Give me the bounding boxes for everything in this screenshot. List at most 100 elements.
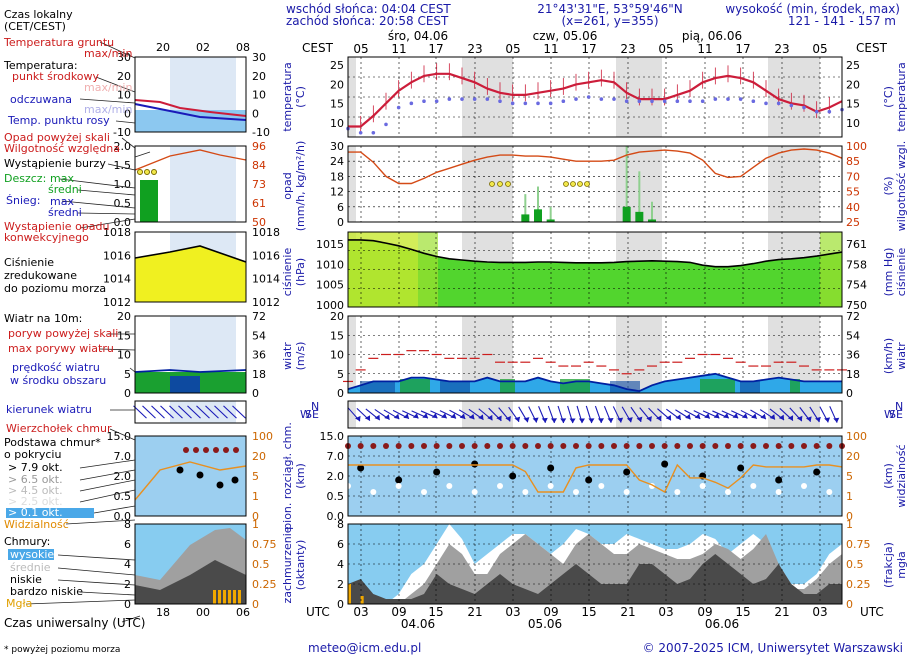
legend-kierunek: kierunek wiatru (6, 403, 92, 416)
tick-cover-left-3: 2 (337, 578, 344, 591)
dew-point-dot (802, 105, 806, 110)
dew-point-dot (789, 103, 794, 108)
tick-bottom-5: 09 (543, 605, 558, 619)
legend-tick-p2-left-2: 1.0 (114, 178, 132, 191)
legend-tick-p1-right-2: 10 (252, 89, 266, 102)
wind-arrow-head (468, 413, 475, 420)
wind-arrow-head (514, 416, 521, 422)
wind-arrow-head (560, 418, 567, 424)
wind-label-left-unit: (m/s) (294, 342, 307, 371)
cloud-top-dot (737, 443, 744, 449)
legend-konwekcyjnego: konwekcyjnego (4, 231, 89, 244)
night-band-wind-0 (348, 316, 356, 393)
wind-arrow-head (355, 415, 361, 422)
wind-arrow-head (815, 416, 821, 423)
legend-wind-arrow-shaft (187, 405, 201, 419)
legend-tick-p4-left-3: 5 (124, 368, 131, 381)
dew-point-dot (485, 97, 490, 101)
legend-leader-14 (129, 367, 136, 373)
tick-temp-right-0: 25 (846, 59, 860, 72)
legend-cloud-base-dot (231, 476, 239, 484)
cloud-base-dot-light (623, 489, 630, 495)
wind-arrow (693, 410, 711, 419)
wind-arrow-head (578, 418, 585, 424)
legend-leader-13 (99, 348, 136, 351)
tick-wind-right-2: 36 (846, 349, 860, 362)
cloud-label-left: pion. rozciągł. chm. (281, 422, 294, 530)
wind-arrow-head (704, 413, 710, 419)
wind-arrow-head (796, 415, 803, 422)
legend-fog-bar (218, 590, 221, 604)
cloud-top-dot (459, 443, 465, 449)
rain-max-bar (651, 201, 653, 222)
cloud-top-dot (598, 443, 605, 449)
tick-top-0: 05 (353, 42, 368, 56)
footer-email[interactable]: meteo@icm.edu.pl (308, 641, 421, 655)
legend-leader-5 (134, 151, 151, 158)
temp-line (348, 72, 843, 128)
tick-bottom-10: 15 (735, 605, 750, 619)
tick-cloud-right-0: 100 (846, 430, 867, 443)
legend-okt01-swatch (6, 508, 94, 518)
legend-leader-26 (79, 591, 136, 596)
wind-arrow (347, 407, 361, 422)
temp-label-right: temperatura (895, 62, 908, 131)
legend-tick-p2-right-3: 61 (252, 197, 266, 210)
legend-tick-p6-right-0: 100 (252, 430, 273, 443)
tick-top-5: 11 (543, 42, 558, 56)
legend-tick-p3-right-0: 1018 (252, 226, 280, 239)
tick-bottom-8: 03 (658, 605, 673, 619)
compass-s: S (305, 408, 312, 421)
legend-tick-p6-right-2: 5 (252, 470, 259, 483)
tick-wind-left-0: 20 (330, 310, 344, 323)
cloud-top-dot (509, 443, 516, 449)
dew-point-dot (384, 122, 388, 127)
legend-fog-bar (228, 590, 231, 604)
legend-wind-arrow (169, 405, 183, 419)
legend-wind-arrow-shaft (133, 405, 147, 419)
tick-cloud-left-4: 0.0 (327, 510, 345, 523)
cloud-base-dot-light (826, 489, 833, 495)
legend-cisnienie: Ciśnienie (4, 256, 54, 269)
tick-bottom-6: 15 (581, 605, 596, 619)
wind-arrow-head (665, 414, 671, 421)
cloud-top-dot (421, 443, 427, 449)
wind-arrow (538, 406, 548, 423)
storm-marker (570, 181, 576, 187)
legend-czas-utc: Czas uniwersalny (UTC) (4, 616, 145, 630)
legend-tick-p7-left-2: 4 (124, 558, 131, 571)
wind-arrow-head (541, 417, 548, 423)
legend-leader-21 (93, 505, 136, 514)
legend-wind-arrow (142, 405, 156, 419)
cloud-top-dot (674, 443, 681, 449)
cloud-base-dot-light (725, 489, 731, 495)
legend-max-porywy: max porywy wiatru (8, 342, 114, 355)
legend-snieg-max: max (50, 195, 74, 208)
tick-bottom-11: 21 (774, 605, 789, 619)
panel-frame-dir (347, 400, 843, 429)
legend-cet-cest: (CET/CEST) (4, 20, 66, 33)
night-band-prec-0 (348, 146, 356, 222)
elevation-values: 121 - 141 - 157 m (788, 14, 896, 28)
tick-top-3: 23 (467, 42, 482, 56)
legend-wind-arrow-shaft (214, 405, 228, 419)
cloud-top-dot (357, 443, 364, 449)
cover-label-right: (frakcja) (882, 542, 895, 588)
wind-dark-segment (360, 381, 395, 393)
dew-point-dot (637, 99, 642, 104)
legend-tick-p2-left-4: 0.0 (114, 216, 132, 229)
legend-leader-27 (25, 599, 136, 605)
dew-point-dot (776, 101, 781, 106)
wind-arrow-head (636, 416, 643, 422)
legend-tick-p3-right-1: 1016 (252, 249, 280, 262)
tick-pres-left-2: 1005 (316, 279, 344, 292)
panel-frame-cloud (347, 435, 843, 517)
tick-temp-left-1: 20 (330, 78, 344, 91)
legend-cloud-base-dot (176, 466, 184, 474)
tick-cloud-left-2: 2.0 (327, 470, 345, 483)
legend-wind-arrow (187, 405, 201, 419)
wind-arrow (488, 407, 502, 422)
legend-leader-8 (77, 189, 136, 196)
tick-prec-left-4: 6 (337, 201, 344, 214)
wind-arrow (819, 406, 831, 423)
